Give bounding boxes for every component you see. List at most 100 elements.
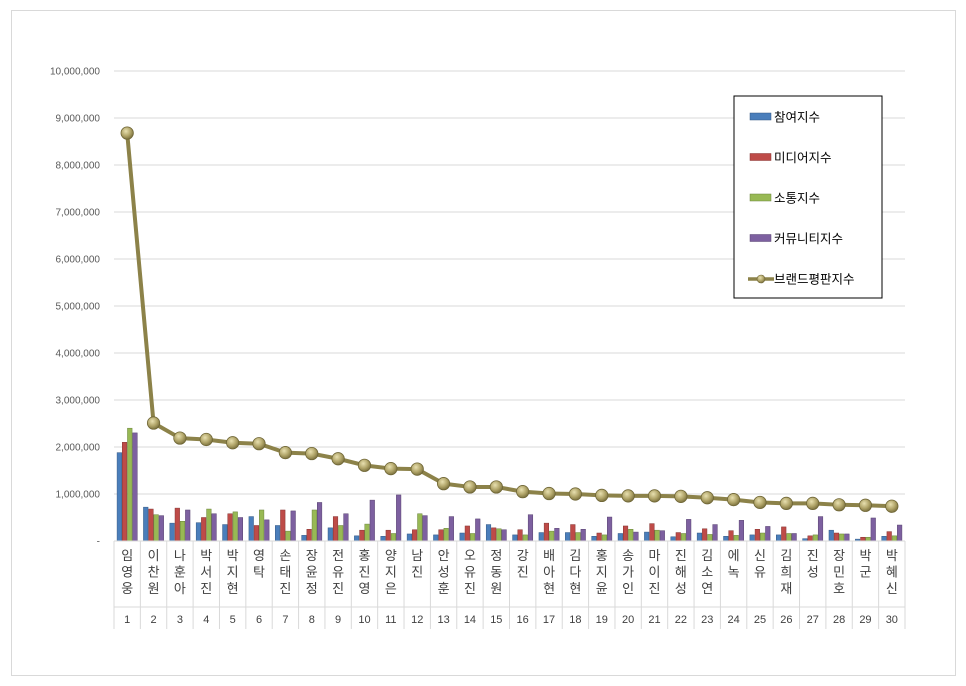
bar-0-2: [169, 522, 175, 542]
bar-1-21: [675, 532, 681, 542]
bar-3-2: [185, 509, 191, 542]
bar-1-22: [702, 528, 708, 542]
brand-index-point: [753, 495, 767, 510]
bar-1-2: [174, 507, 180, 542]
bar-1-5: [253, 525, 259, 542]
bar-2-6: [285, 530, 291, 542]
bar-2-22: [707, 534, 713, 542]
bar-1-24: [754, 529, 760, 542]
bar-3-19: [633, 531, 639, 542]
brand-index-point: [331, 452, 345, 466]
brand-index-point: [516, 485, 530, 499]
brand-index-point: [120, 126, 134, 140]
bar-3-1: [158, 515, 164, 542]
bar-1-10: [385, 529, 391, 542]
bar-3-24: [765, 526, 771, 542]
x-axis: 임 영 웅 1 이 찬 원 2 나 훈 아 3 박 서 진 4 박 지 현 5 영 탁 6 손 태 진 7 장 윤 정 8 전 유 진 9 홍 진 영 10…: [113, 540, 906, 629]
bar-2-4: [232, 511, 238, 542]
brand-index-point: [674, 489, 688, 503]
line-series: [120, 126, 899, 513]
bar-3-3: [211, 513, 217, 542]
y-tick-label: 1,000,000: [56, 490, 101, 501]
bar-0-8: [327, 527, 333, 542]
bar-3-16: [554, 528, 560, 542]
brand-index-point: [463, 480, 477, 494]
rank-label: 10: [358, 614, 370, 626]
y-tick-label: 8,000,000: [56, 161, 101, 172]
bar-0-17: [565, 532, 571, 542]
brand-index-point: [278, 446, 292, 460]
brand-index-point: [489, 480, 503, 494]
bar-1-25: [781, 526, 787, 542]
bar-1-28: [860, 536, 866, 542]
bar-0-15: [512, 534, 518, 542]
bar-0-24: [749, 534, 755, 542]
bar-2-9: [364, 523, 370, 542]
bar-2-20: [654, 529, 660, 542]
brand-index-point: [621, 489, 635, 503]
legend-label-3: 커뮤니티지수: [774, 231, 843, 246]
bar-series: [116, 427, 903, 542]
gridlines: [114, 70, 905, 495]
bar-0-14: [485, 524, 492, 542]
bar-0-21: [670, 536, 676, 542]
bar-1-1: [148, 508, 154, 542]
rank-label: 6: [256, 614, 262, 626]
bar-1-12: [438, 529, 444, 542]
brand-index-point: [199, 432, 213, 447]
bar-3-4: [237, 517, 243, 542]
legend-swatch-2: [749, 193, 772, 202]
bar-2-19: [628, 529, 634, 542]
bar-3-28: [870, 517, 876, 542]
bar-2-14: [496, 528, 502, 542]
bar-2-29: [891, 535, 897, 542]
bar-3-11: [422, 515, 428, 542]
bar-0-16: [538, 532, 544, 542]
bar-1-27: [833, 532, 840, 542]
bar-3-7: [317, 502, 323, 542]
y-tick-label: 7,000,000: [56, 208, 101, 219]
rank-label: 1: [124, 614, 130, 626]
rank-label: 7: [282, 614, 288, 626]
bar-2-21: [680, 533, 687, 542]
y-tick-label: 4,000,000: [56, 349, 101, 360]
brand-index-point: [146, 416, 161, 430]
bar-0-7: [301, 535, 307, 542]
rank-label: 27: [807, 614, 819, 626]
y-axis: - 1,000,000 2,000,000 3,000,000 4,000,000 5,0…: [50, 67, 100, 548]
bar-2-23: [733, 535, 739, 542]
bar-3-23: [738, 520, 744, 542]
rank-label: 17: [543, 614, 555, 626]
bar-1-9: [359, 529, 365, 542]
bar-1-29: [886, 531, 892, 542]
bar-1-3: [201, 517, 207, 542]
brand-index-point: [700, 491, 714, 505]
bar-1-20: [649, 523, 655, 542]
bar-3-17: [580, 529, 586, 542]
bar-1-4: [227, 513, 233, 542]
brand-index-point: [357, 458, 372, 472]
bar-0-27: [828, 529, 834, 542]
bar-0-11: [406, 533, 412, 542]
brand-index-point: [226, 436, 240, 450]
bar-3-9: [369, 499, 375, 542]
rank-label: 26: [780, 614, 792, 626]
bar-3-25: [791, 533, 797, 542]
bar-0-23: [723, 536, 729, 542]
bar-1-7: [306, 529, 312, 542]
bar-2-2: [179, 521, 186, 542]
brand-index-point: [173, 431, 187, 445]
brand-index-point: [858, 498, 873, 512]
brand-index-point: [727, 493, 741, 507]
bar-3-8: [343, 513, 349, 542]
